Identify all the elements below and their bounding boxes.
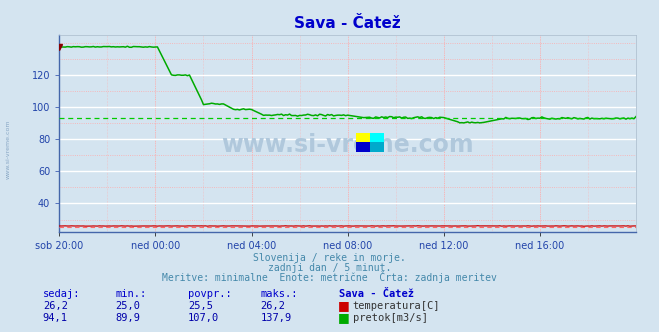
Text: 25,5: 25,5 — [188, 301, 213, 311]
Text: min.:: min.: — [115, 289, 146, 299]
Text: 89,9: 89,9 — [115, 313, 140, 323]
Text: www.si-vreme.com: www.si-vreme.com — [221, 133, 474, 157]
Text: ■: ■ — [338, 299, 350, 312]
Text: maks.:: maks.: — [260, 289, 298, 299]
Text: 26,2: 26,2 — [43, 301, 68, 311]
Bar — [356, 142, 370, 152]
Text: 26,2: 26,2 — [260, 301, 285, 311]
Text: 107,0: 107,0 — [188, 313, 219, 323]
Text: www.si-vreme.com: www.si-vreme.com — [5, 120, 11, 179]
Bar — [370, 142, 384, 152]
Bar — [356, 133, 370, 142]
Text: sedaj:: sedaj: — [43, 289, 80, 299]
Bar — [370, 133, 384, 142]
Text: ■: ■ — [338, 311, 350, 324]
Text: povpr.:: povpr.: — [188, 289, 231, 299]
Text: Meritve: minimalne  Enote: metrične  Črta: zadnja meritev: Meritve: minimalne Enote: metrične Črta:… — [162, 271, 497, 283]
Text: 137,9: 137,9 — [260, 313, 291, 323]
Text: 25,0: 25,0 — [115, 301, 140, 311]
Text: Sava - Čatež: Sava - Čatež — [339, 289, 415, 299]
Text: Slovenija / reke in morje.: Slovenija / reke in morje. — [253, 253, 406, 263]
Text: 94,1: 94,1 — [43, 313, 68, 323]
Text: temperatura[C]: temperatura[C] — [353, 301, 440, 311]
Text: zadnji dan / 5 minut.: zadnji dan / 5 minut. — [268, 263, 391, 273]
Text: pretok[m3/s]: pretok[m3/s] — [353, 313, 428, 323]
Title: Sava - Čatež: Sava - Čatež — [295, 16, 401, 31]
